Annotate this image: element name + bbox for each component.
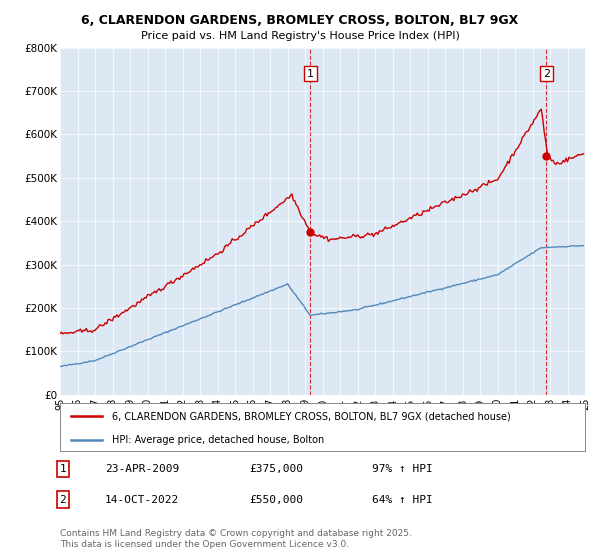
- Text: 1: 1: [59, 464, 67, 474]
- Text: Contains HM Land Registry data © Crown copyright and database right 2025.
This d: Contains HM Land Registry data © Crown c…: [60, 529, 412, 549]
- Text: £375,000: £375,000: [249, 464, 303, 474]
- Text: HPI: Average price, detached house, Bolton: HPI: Average price, detached house, Bolt…: [113, 435, 325, 445]
- Text: 2: 2: [543, 69, 550, 78]
- Text: 6, CLARENDON GARDENS, BROMLEY CROSS, BOLTON, BL7 9GX: 6, CLARENDON GARDENS, BROMLEY CROSS, BOL…: [82, 14, 518, 27]
- Text: 23-APR-2009: 23-APR-2009: [105, 464, 179, 474]
- Text: Price paid vs. HM Land Registry's House Price Index (HPI): Price paid vs. HM Land Registry's House …: [140, 31, 460, 41]
- Text: 6, CLARENDON GARDENS, BROMLEY CROSS, BOLTON, BL7 9GX (detached house): 6, CLARENDON GARDENS, BROMLEY CROSS, BOL…: [113, 411, 511, 421]
- Text: 2: 2: [59, 494, 67, 505]
- Text: 1: 1: [307, 69, 314, 78]
- Text: £550,000: £550,000: [249, 494, 303, 505]
- Text: 64% ↑ HPI: 64% ↑ HPI: [372, 494, 433, 505]
- Text: 14-OCT-2022: 14-OCT-2022: [105, 494, 179, 505]
- Text: 97% ↑ HPI: 97% ↑ HPI: [372, 464, 433, 474]
